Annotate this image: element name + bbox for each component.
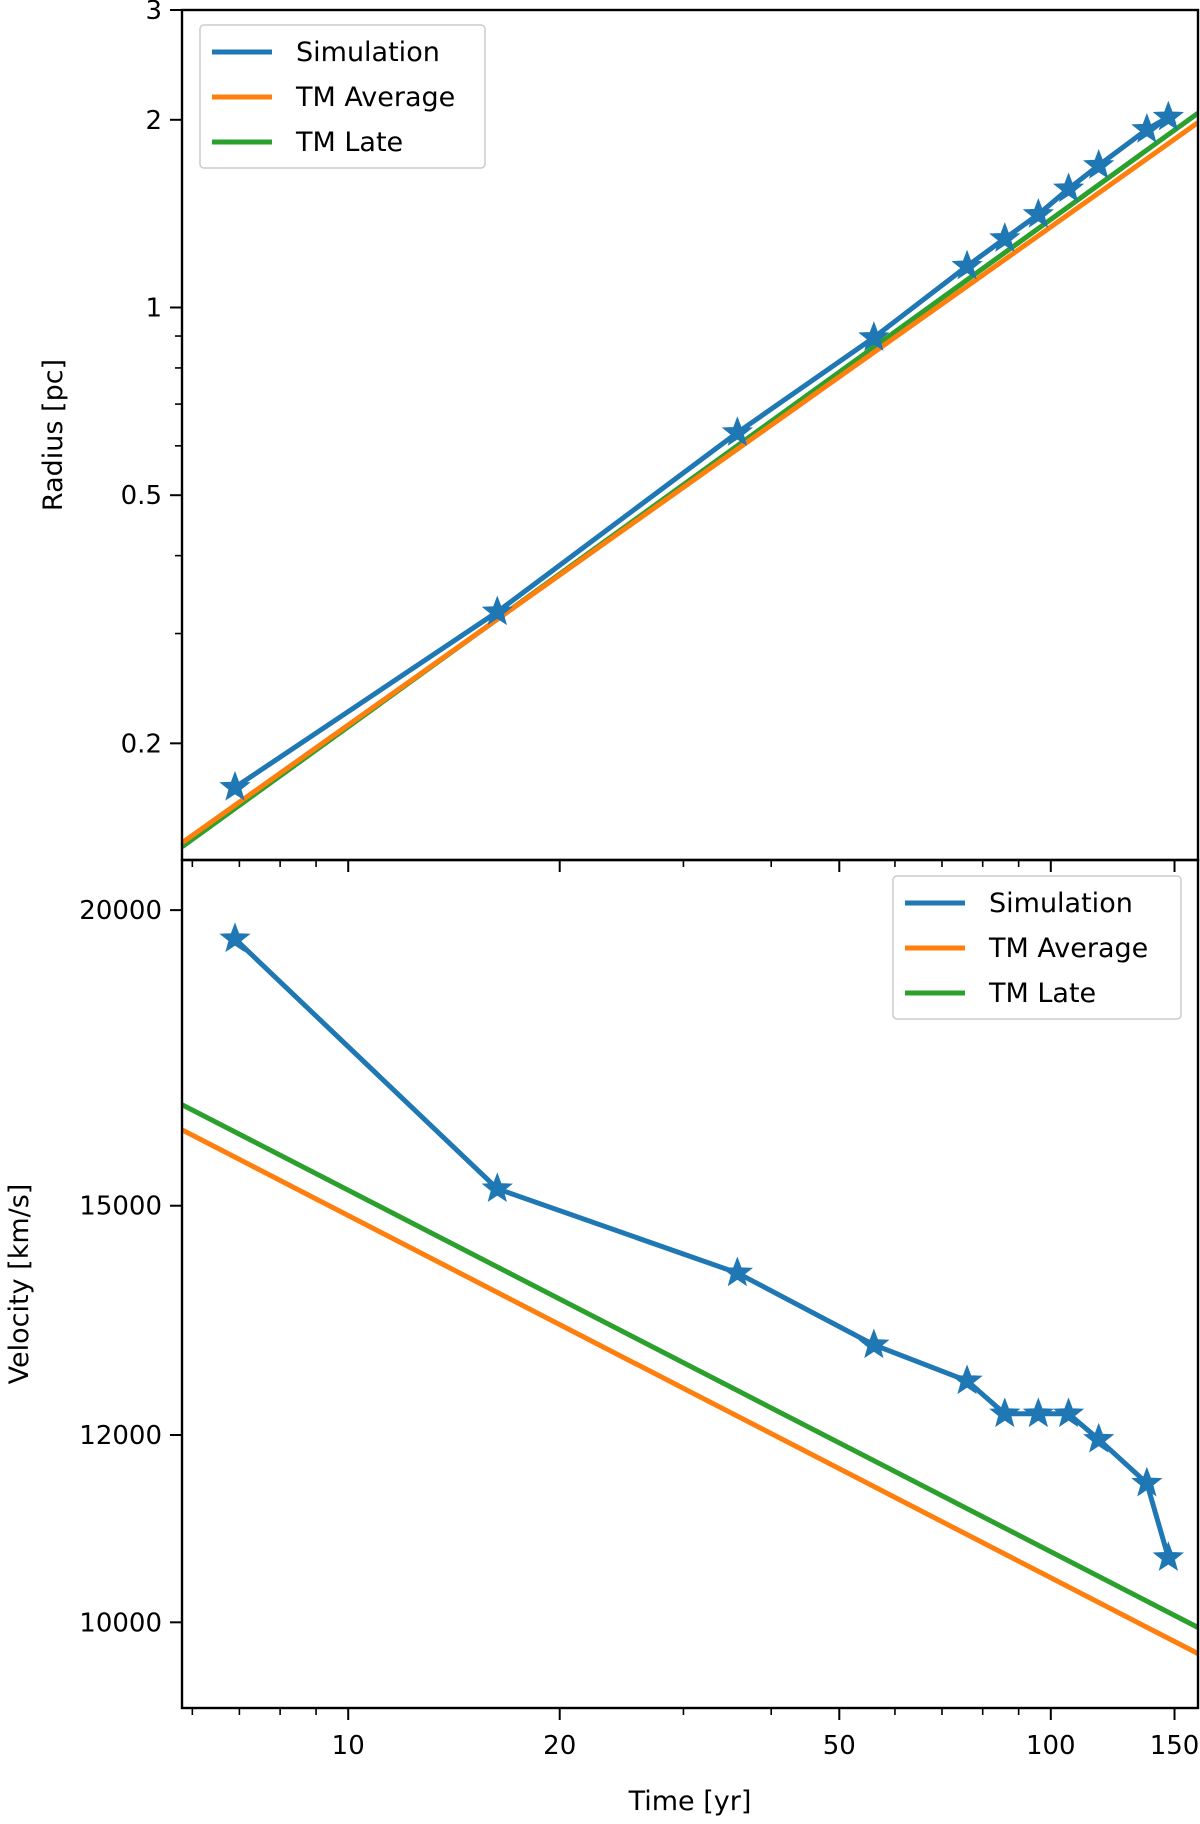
y-axis-label: Velocity [km/s] xyxy=(4,1184,35,1385)
radius-panel: 0.2 0.5 1 2 3 Radius [pc] Simulation TM Average… xyxy=(38,0,1200,872)
data-point-simulation xyxy=(1131,113,1163,143)
plot-area xyxy=(182,100,1198,849)
legend-label-tm-average: TM Average xyxy=(988,933,1148,964)
data-point-simulation xyxy=(1022,198,1054,228)
data-point-simulation xyxy=(219,770,251,801)
x-tick-label: 50 xyxy=(823,1731,856,1761)
legend-label-simulation: Simulation xyxy=(296,37,440,68)
plot-area xyxy=(182,922,1198,1656)
x-tick-label: 20 xyxy=(543,1731,576,1761)
series-line-tm-average xyxy=(182,1127,1198,1656)
data-point-simulation xyxy=(219,922,251,953)
data-point-simulation xyxy=(1083,1422,1115,1453)
legend: Simulation TM Average TM Late xyxy=(892,875,1182,1020)
data-point-simulation xyxy=(1152,100,1184,131)
series-line-tm-average xyxy=(182,120,1198,845)
x-axis-label: Time [yr] xyxy=(628,1786,752,1817)
y-tick-label: 0.2 xyxy=(121,729,162,759)
legend-label-tm-late: TM Late xyxy=(988,978,1096,1009)
data-point-simulation xyxy=(1022,1397,1054,1428)
y-tick-label: 10000 xyxy=(79,1608,162,1638)
y-tick-label: 15000 xyxy=(79,1192,162,1222)
data-point-simulation xyxy=(951,1364,983,1395)
y-tick-label: 20000 xyxy=(79,896,162,926)
series-line-simulation xyxy=(233,936,1171,1559)
axes-frame xyxy=(180,858,1200,1710)
data-point-simulation xyxy=(858,1328,890,1359)
y-tick-label: 3 xyxy=(145,0,162,26)
data-point-simulation xyxy=(481,1172,513,1203)
series-line-simulation xyxy=(233,114,1170,790)
legend-label-simulation: Simulation xyxy=(989,888,1133,919)
data-point-simulation xyxy=(1131,1466,1163,1497)
x-tick-label: 100 xyxy=(1026,1731,1076,1761)
y-tick-label: 1 xyxy=(145,294,162,324)
data-point-simulation xyxy=(481,595,513,626)
velocity-panel: 10 20 50 100 150 10000 12000 15000 20000 Velocity… xyxy=(4,858,1200,1817)
data-point-simulation xyxy=(721,416,753,446)
data-point-simulation xyxy=(1083,148,1115,179)
data-point-simulation xyxy=(1052,1397,1085,1428)
data-point-simulation xyxy=(989,222,1021,252)
data-point-simulation xyxy=(989,1397,1021,1428)
legend-box xyxy=(892,875,1182,1020)
y-tick-label: 12000 xyxy=(79,1421,162,1451)
data-point-simulation xyxy=(951,249,983,280)
y-tick-label: 2 xyxy=(145,106,162,136)
legend-label-tm-average: TM Average xyxy=(295,82,455,113)
data-point-simulation xyxy=(1052,172,1085,203)
data-point-simulation xyxy=(1152,1541,1184,1571)
data-point-simulation xyxy=(721,1256,753,1287)
series-line-tm-late xyxy=(182,1102,1198,1630)
x-tick-label: 10 xyxy=(332,1731,365,1761)
y-axis-label: Radius [pc] xyxy=(38,359,69,511)
y-tick-label: 0.5 xyxy=(121,481,162,511)
legend-label-tm-late: TM Late xyxy=(295,127,403,158)
legend: Simulation TM Average TM Late xyxy=(199,24,486,169)
legend-box xyxy=(199,24,486,169)
x-tick-label: 150 xyxy=(1150,1731,1200,1761)
data-point-simulation xyxy=(858,321,890,351)
